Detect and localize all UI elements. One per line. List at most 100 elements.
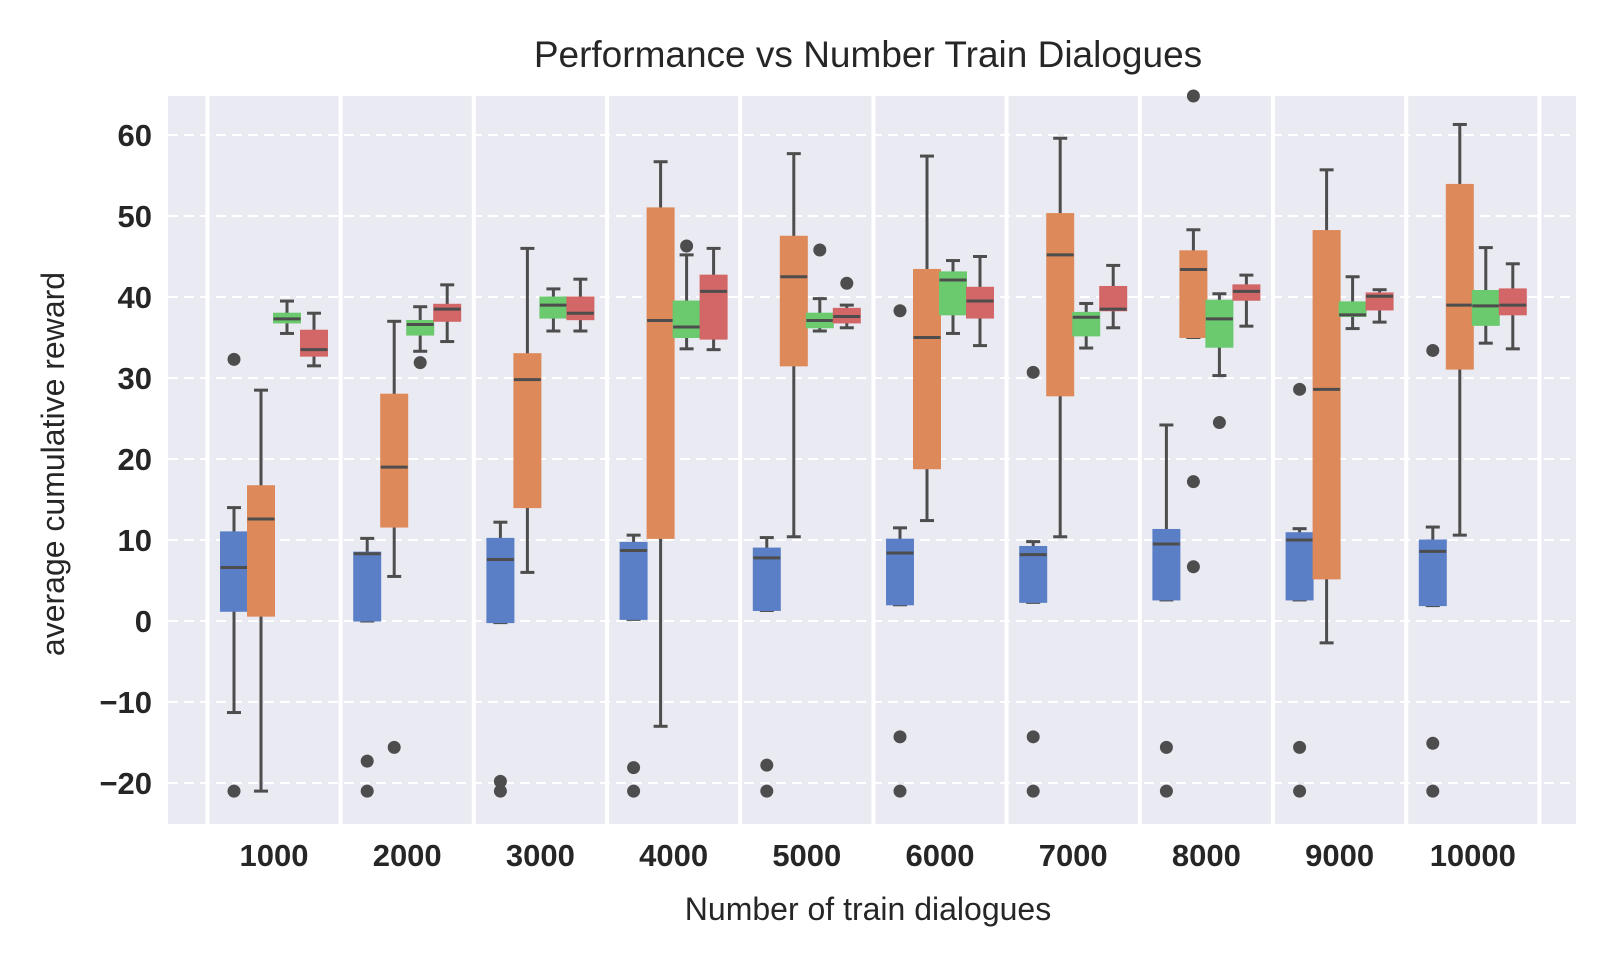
y-tick-label: 40 bbox=[118, 280, 152, 315]
box-iqr bbox=[220, 531, 248, 612]
outlier-point bbox=[840, 276, 854, 290]
outlier-point bbox=[1159, 740, 1173, 754]
outlier-point bbox=[893, 304, 907, 318]
box-plot bbox=[672, 239, 701, 351]
box-iqr bbox=[433, 303, 462, 322]
outlier-point bbox=[1186, 475, 1200, 489]
box-iqr bbox=[1046, 213, 1075, 397]
box-plot bbox=[1312, 168, 1341, 645]
x-tick-labels: 1000 2000 3000 4000 5000 6000 7000 8000 9000 1000… bbox=[240, 838, 1516, 873]
box-iqr bbox=[779, 235, 808, 367]
box-iqr bbox=[1285, 532, 1314, 601]
box-plot bbox=[1205, 292, 1234, 430]
box-plot bbox=[406, 305, 435, 370]
box-iqr bbox=[1471, 290, 1500, 326]
x-tick-label: 8000 bbox=[1172, 838, 1241, 873]
x-tick-label: 7000 bbox=[1039, 838, 1108, 873]
outlier-point bbox=[413, 356, 427, 370]
box-plot bbox=[273, 299, 301, 335]
box-iqr bbox=[886, 538, 914, 606]
box-plot bbox=[752, 536, 781, 798]
outlier-point bbox=[627, 784, 641, 798]
box-plot bbox=[1072, 301, 1101, 350]
box-plot bbox=[646, 160, 675, 728]
box-plot bbox=[353, 536, 382, 798]
y-tick-label: 10 bbox=[118, 523, 152, 558]
box-plot bbox=[300, 311, 328, 368]
box-iqr bbox=[646, 207, 675, 539]
outlier-point bbox=[360, 754, 374, 768]
y-tick-label: 30 bbox=[118, 361, 152, 396]
box-plot bbox=[886, 304, 914, 798]
box-iqr bbox=[1498, 288, 1527, 316]
outlier-point bbox=[760, 784, 774, 798]
x-tick-label: 6000 bbox=[906, 838, 975, 873]
outlier-point bbox=[760, 758, 774, 772]
box-plot bbox=[1338, 275, 1367, 331]
x-tick-label: 1000 bbox=[240, 838, 309, 873]
box-plot bbox=[247, 388, 275, 793]
box-plot bbox=[433, 283, 462, 344]
outlier-point bbox=[893, 784, 907, 798]
box-plot bbox=[1471, 246, 1500, 345]
box-plot bbox=[1046, 136, 1075, 539]
x-tick-label: 4000 bbox=[639, 838, 708, 873]
box-iqr bbox=[1445, 183, 1474, 370]
outlier-point bbox=[893, 730, 907, 744]
y-tick-label: −20 bbox=[99, 766, 152, 801]
box-plot bbox=[699, 246, 728, 352]
box-plot bbox=[805, 243, 834, 333]
outlier-point bbox=[1159, 784, 1173, 798]
box-plot bbox=[1019, 365, 1048, 798]
box-plot bbox=[566, 277, 595, 333]
x-axis-label: Number of train dialogues bbox=[685, 891, 1051, 927]
outlier-point bbox=[1426, 343, 1440, 357]
box-iqr bbox=[939, 271, 967, 316]
box-iqr bbox=[380, 393, 409, 528]
outlier-point bbox=[627, 761, 641, 775]
box-iqr bbox=[1312, 230, 1341, 580]
outlier-point bbox=[1293, 740, 1307, 754]
box-iqr bbox=[672, 300, 701, 338]
box-plot bbox=[1232, 273, 1261, 328]
outlier-point bbox=[227, 352, 241, 366]
outlier-point bbox=[360, 784, 374, 798]
y-tick-label: −10 bbox=[99, 685, 152, 720]
box-plot bbox=[1498, 262, 1527, 351]
box-iqr bbox=[539, 296, 568, 319]
box-iqr bbox=[300, 329, 328, 357]
box-iqr bbox=[406, 319, 435, 336]
category-separators bbox=[205, 96, 1542, 824]
box-iqr bbox=[699, 274, 728, 340]
box-plot bbox=[966, 255, 994, 348]
y-tick-label: 20 bbox=[118, 442, 152, 477]
box-plot bbox=[619, 533, 648, 798]
y-tick-label: 60 bbox=[118, 118, 152, 153]
outlier-point bbox=[813, 243, 827, 257]
x-tick-label: 3000 bbox=[506, 838, 575, 873]
outlier-point bbox=[1186, 89, 1200, 103]
box-plot bbox=[539, 287, 568, 333]
box-plot bbox=[486, 520, 515, 798]
box-iqr bbox=[1205, 299, 1234, 348]
box-plot bbox=[1418, 343, 1447, 798]
outlier-point bbox=[1026, 784, 1040, 798]
box-iqr bbox=[1099, 285, 1128, 312]
box-plot bbox=[1445, 122, 1474, 537]
box-plot bbox=[220, 352, 248, 798]
box-plot bbox=[913, 154, 941, 523]
box-plot bbox=[779, 152, 808, 539]
box-plot bbox=[939, 259, 967, 335]
outlier-point bbox=[1212, 416, 1226, 430]
box-iqr bbox=[566, 296, 595, 321]
outlier-point bbox=[493, 784, 507, 798]
outlier-point bbox=[1026, 365, 1040, 379]
x-tick-label: 9000 bbox=[1305, 838, 1374, 873]
outlier-point bbox=[680, 239, 694, 253]
box-iqr bbox=[247, 485, 275, 617]
box-plot bbox=[1285, 382, 1314, 798]
box-iqr bbox=[353, 551, 382, 622]
outlier-point bbox=[1426, 784, 1440, 798]
chart-title: Performance vs Number Train Dialogues bbox=[534, 34, 1202, 75]
